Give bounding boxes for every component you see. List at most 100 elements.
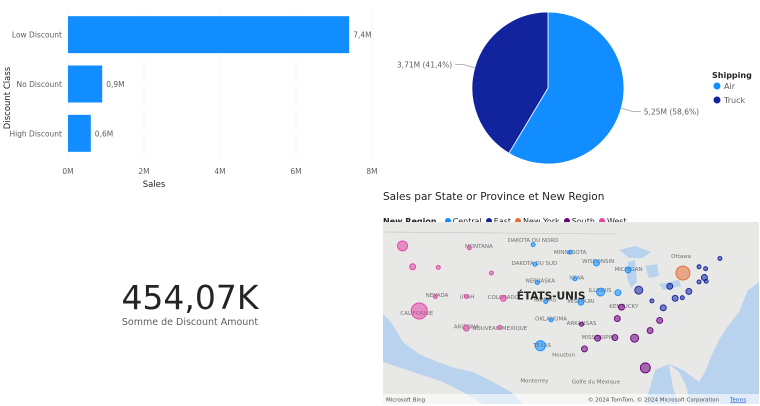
pie-slice-truck[interactable]: [471, 11, 549, 154]
map-bubble-new-york[interactable]: [675, 265, 691, 281]
map-footer-bg: [383, 394, 759, 404]
pie-data-label: 3,71M (41,4%): [397, 61, 452, 70]
map-bubble-west[interactable]: [463, 294, 469, 299]
pie-legend-title: Shipping: [712, 71, 752, 80]
map-land-mexico: [383, 362, 483, 404]
pie-chart-svg: 5,25M (58,6%) 3,71M (41,4%) Shipping Air Tru…: [397, 11, 752, 165]
map-bubble-east[interactable]: [634, 285, 644, 295]
map-bubble-east[interactable]: [685, 287, 693, 295]
map-bubble-south[interactable]: [579, 321, 584, 327]
map-legend-item-south[interactable]: South: [563, 216, 595, 226]
map-lake: [645, 264, 659, 278]
map-bubble-west[interactable]: [499, 294, 507, 302]
pie-chart[interactable]: 5,25M (58,6%) 3,71M (41,4%) Shipping Air Tru…: [380, 0, 760, 185]
kpi-card[interactable]: 454,07K Somme de Discount Amount: [0, 230, 380, 400]
legend-label: Central: [452, 216, 482, 226]
map-bubble-south[interactable]: [611, 334, 619, 341]
map-bubble-central[interactable]: [534, 340, 546, 352]
legend-label: West: [606, 216, 627, 226]
bar-chart[interactable]: 0M 2M 4M 6M 8M Low Discount 7,4M No Discount 0,9…: [0, 0, 380, 195]
pie-legend-label[interactable]: Truck: [723, 96, 745, 105]
map-bubble-east[interactable]: [659, 304, 667, 312]
map-bubble-central[interactable]: [548, 317, 554, 323]
map-bubble-south[interactable]: [594, 334, 602, 342]
map-bubble-south[interactable]: [639, 362, 651, 374]
map-bubble-west[interactable]: [462, 324, 470, 332]
bing-logo: Microsoft Bing: [386, 398, 425, 404]
x-tick-label: 2M: [138, 167, 149, 176]
pie-legend-label[interactable]: Air: [724, 82, 736, 91]
map-legend-item-new-york[interactable]: New York: [515, 217, 560, 226]
pie-slice-air[interactable]: [508, 11, 625, 165]
map-bubble-east[interactable]: [703, 278, 709, 284]
map-bubble-central[interactable]: [534, 280, 540, 286]
bar-high-discount[interactable]: [68, 114, 91, 152]
legend-dot: [598, 218, 605, 224]
map-bubble-central[interactable]: [572, 276, 578, 282]
pie-legend-dot: [713, 82, 721, 90]
map-bubble-west[interactable]: [488, 270, 494, 276]
legend-label: South: [571, 216, 595, 226]
map-bubble-central[interactable]: [532, 261, 538, 267]
map-bubble-west[interactable]: [466, 245, 472, 251]
map-bubble-south[interactable]: [618, 303, 625, 311]
map-bubble-central[interactable]: [614, 289, 622, 297]
map-bubble-east[interactable]: [671, 294, 679, 302]
map-legend-items: Central East New York South West: [444, 209, 631, 228]
map-legend-item-west[interactable]: West: [598, 216, 627, 226]
map-bubble-east[interactable]: [649, 298, 655, 304]
map-bubble-east[interactable]: [666, 282, 674, 290]
map-border: [383, 231, 616, 235]
map-bubble-west[interactable]: [410, 302, 428, 320]
map-bubble-central[interactable]: [530, 242, 536, 248]
map-place-label: MONTANA: [465, 244, 493, 250]
map-bubble-south[interactable]: [613, 315, 621, 323]
kpi-label: Somme de Discount Amount: [121, 317, 259, 328]
map-bubble-east[interactable]: [696, 264, 702, 270]
bar-chart-svg: 0M 2M 4M 6M 8M Low Discount 7,4M No Discount 0,9…: [3, 10, 378, 190]
map-legend-item-east[interactable]: East: [485, 217, 511, 226]
kpi-value: 454,07K: [121, 278, 259, 317]
pie-data-label: 5,25M (58,6%): [644, 107, 699, 116]
bar-data-label: 7,4M: [353, 31, 371, 40]
map-bubble-central[interactable]: [543, 299, 549, 304]
category-label: No Discount: [16, 80, 62, 89]
map-bubble-west[interactable]: [409, 263, 417, 271]
map-bubble-south[interactable]: [581, 345, 588, 353]
map-bubble-central[interactable]: [624, 266, 632, 274]
bar-low-discount[interactable]: [68, 16, 350, 54]
map-place-label: NEBRASKA: [526, 279, 556, 285]
map-bubble-east[interactable]: [679, 295, 685, 301]
map-bubble-east[interactable]: [696, 279, 702, 285]
map-legend-item-central[interactable]: Central: [444, 216, 482, 226]
map-land-usa: [383, 222, 759, 404]
legend-label: New York: [523, 216, 560, 226]
map-bubble-central[interactable]: [577, 298, 585, 306]
bar-data-label: 0,6M: [95, 129, 113, 138]
map-bubble-east[interactable]: [717, 256, 723, 261]
legend-dot: [485, 218, 492, 224]
x-tick-label: 4M: [214, 167, 225, 176]
map-bubble-west[interactable]: [435, 264, 441, 270]
map-bubble-south[interactable]: [646, 327, 654, 335]
bar-no-discount[interactable]: [68, 65, 103, 103]
map-bubble-west[interactable]: [397, 240, 408, 252]
terms-link[interactable]: Terms: [729, 398, 746, 404]
map-bubble-east[interactable]: [703, 266, 709, 272]
map-legend-title: New Region: [383, 217, 437, 226]
map-lake: [619, 246, 651, 258]
x-tick-label: 0M: [62, 167, 73, 176]
bar-data-label: 0,9M: [106, 80, 124, 89]
map-visual[interactable]: Sales par State or Province et New Regio…: [380, 186, 760, 406]
map-bubble-west[interactable]: [432, 294, 438, 299]
map-bubble-central[interactable]: [592, 259, 600, 267]
map-bubble-south[interactable]: [656, 317, 664, 324]
map-bubble-central[interactable]: [567, 249, 573, 255]
map-bubble-south[interactable]: [630, 333, 640, 343]
pie-legend-dot: [713, 96, 721, 104]
x-axis-title: Sales: [143, 180, 166, 190]
map-bubble-west[interactable]: [497, 324, 503, 330]
category-label: High Discount: [9, 129, 62, 138]
map-bubble-central[interactable]: [596, 287, 606, 297]
